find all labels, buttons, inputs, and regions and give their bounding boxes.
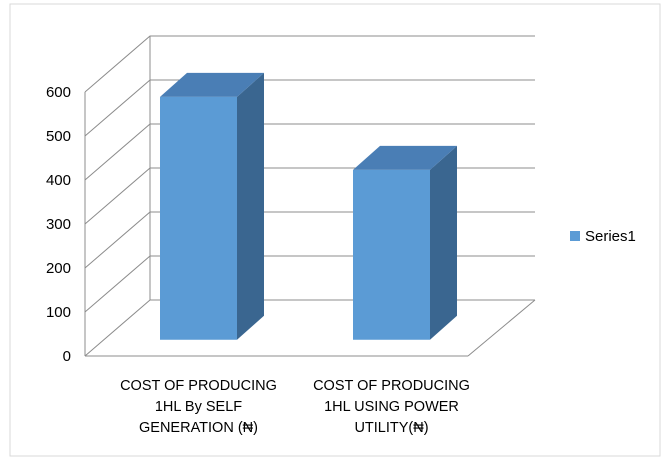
y-tick-label: 600 [46, 84, 71, 101]
x-tick-label: COST OF PRODUCING 1HL USING POWER UTILIT… [313, 378, 470, 436]
bar-side [430, 145, 457, 340]
floor-edge [467, 299, 536, 357]
y-tick-label: 0 [63, 348, 71, 365]
chart-border [9, 3, 661, 457]
y-tick-label: 200 [46, 260, 71, 277]
y-tick-label: 500 [46, 128, 71, 145]
grid-line [84, 79, 535, 137]
x-tick-label: COST OF PRODUCING 1HL By SELF GENERATION… [120, 378, 277, 436]
y-tick-label: 400 [46, 172, 71, 189]
bar-top [160, 72, 264, 97]
grid-line [84, 123, 535, 181]
legend-label: Series1 [585, 228, 636, 245]
y-tick-label: 300 [46, 216, 71, 233]
y-tick-label: 100 [46, 304, 71, 321]
bar-top [353, 145, 457, 170]
bar [353, 169, 430, 340]
bar [160, 96, 237, 340]
grid-line [84, 35, 535, 93]
bar-side [237, 72, 264, 340]
legend-swatch [570, 231, 580, 241]
